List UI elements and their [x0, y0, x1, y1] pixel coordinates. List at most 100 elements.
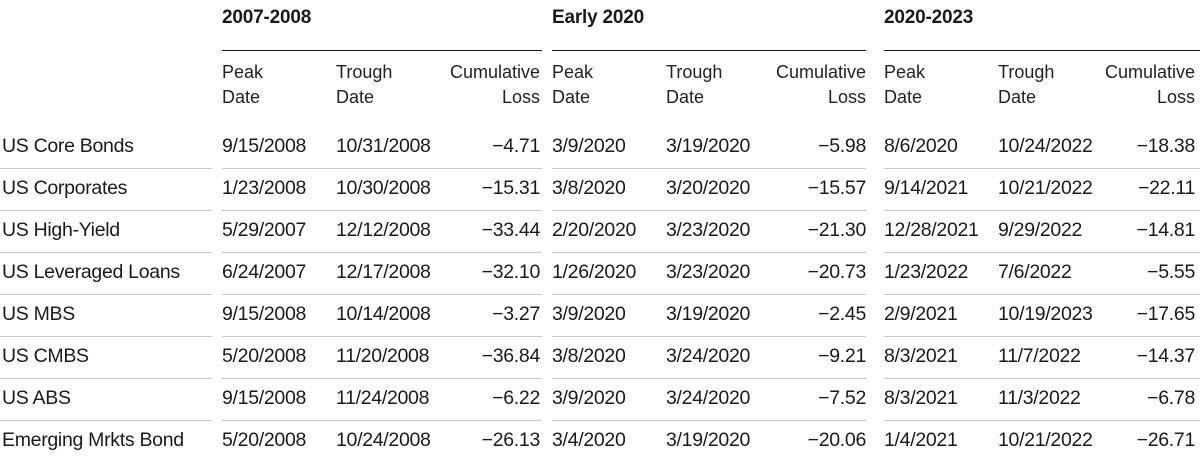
peak-date-cell: 5/29/2007 [222, 219, 307, 241]
trough-date-cell: 3/23/2020 [666, 261, 751, 283]
row-label: US Leveraged Loans [2, 261, 180, 283]
peak-date-cell: 9/15/2008 [222, 387, 307, 409]
trough-date-cell: 10/24/2008 [336, 429, 431, 451]
cumulative-loss-cell: −2.45 [818, 303, 866, 325]
cumulative-loss-cell: −6.78 [1147, 387, 1195, 409]
cumulative-loss-cell: −9.21 [818, 345, 866, 367]
table-row: US Leveraged Loans 6/24/2007 12/17/2008 −32… [0, 253, 1200, 295]
cumulative-loss-cell: −15.31 [481, 177, 541, 199]
row-divider [0, 378, 212, 379]
peak-date-cell: 3/4/2020 [552, 429, 626, 451]
row-label: Emerging Mrkts Bond [2, 429, 184, 451]
trough-date-cell: 3/19/2020 [666, 303, 751, 325]
cumulative-loss-cell: −26.13 [481, 429, 541, 451]
table-row: US Corporates 1/23/2008 10/30/2008 −15.31 3/… [0, 169, 1200, 211]
cumulative-loss-cell: −15.57 [807, 177, 867, 199]
subheader-trough-date: Trough Date [998, 62, 1055, 107]
peak-date-cell: 1/23/2022 [884, 261, 969, 283]
row-divider [0, 168, 212, 169]
peak-date-cell: 3/9/2020 [552, 387, 626, 409]
trough-date-cell: 3/24/2020 [666, 345, 751, 367]
cumulative-loss-cell: −14.37 [1136, 345, 1196, 367]
peak-date-cell: 9/15/2008 [222, 135, 307, 157]
group-header-1: Early 2020 [552, 7, 645, 28]
row-label: US Corporates [2, 177, 128, 199]
peak-date-cell: 3/9/2020 [552, 135, 626, 157]
table-row: US CMBS 5/20/2008 11/20/2008 −36.84 3/8/2020… [0, 337, 1200, 379]
trough-date-cell: 10/30/2008 [336, 177, 431, 199]
peak-date-cell: 3/8/2020 [552, 177, 626, 199]
cumulative-loss-cell: −7.52 [818, 387, 866, 409]
group-rule-0 [222, 50, 542, 51]
peak-date-cell: 1/26/2020 [552, 261, 637, 283]
row-divider [0, 336, 212, 337]
table-row: Emerging Mrkts Bond 5/20/2008 10/24/2008 −2… [0, 421, 1200, 463]
peak-date-cell: 2/9/2021 [884, 303, 958, 325]
table-row: US ABS 9/15/2008 11/24/2008 −6.22 3/9/2020 3/… [0, 379, 1200, 421]
peak-date-cell: 12/28/2021 [884, 219, 979, 241]
peak-date-cell: 3/8/2020 [552, 345, 626, 367]
cumulative-loss-cell: −4.71 [492, 135, 540, 157]
cumulative-loss-cell: −5.55 [1147, 261, 1195, 283]
trough-date-cell: 11/7/2022 [998, 345, 1081, 367]
cumulative-loss-cell: −6.22 [492, 387, 540, 409]
row-divider [884, 378, 1200, 379]
row-label: US Core Bonds [2, 135, 134, 157]
row-label: US ABS [2, 387, 71, 409]
row-divider [552, 210, 866, 211]
subheader-peak-date: Peak Date [222, 62, 264, 107]
peak-date-cell: 3/9/2020 [552, 303, 626, 325]
row-divider [552, 168, 866, 169]
trough-date-cell: 3/19/2020 [666, 429, 751, 451]
subheader-cumulative-loss: Cumulative Loss [775, 62, 866, 107]
row-divider [222, 378, 542, 379]
group-header-0: 2007-2008 [222, 7, 312, 28]
row-divider [222, 420, 542, 421]
trough-date-cell: 10/21/2022 [998, 429, 1093, 451]
row-divider [0, 252, 212, 253]
trough-date-cell: 3/23/2020 [666, 219, 751, 241]
group-header-2: 2020-2023 [884, 7, 974, 28]
row-label: US MBS [2, 303, 75, 325]
subheader-cumulative-loss: Cumulative Loss [449, 62, 540, 107]
row-divider [222, 336, 542, 337]
cumulative-loss-cell: −17.65 [1136, 303, 1196, 325]
row-divider [884, 168, 1200, 169]
row-divider [884, 210, 1200, 211]
cumulative-loss-cell: −26.71 [1136, 429, 1196, 451]
cumulative-loss-cell: −21.30 [807, 219, 867, 241]
trough-date-cell: 10/14/2008 [336, 303, 431, 325]
cumulative-loss-cell: −33.44 [481, 219, 541, 241]
row-divider [884, 252, 1200, 253]
subheader-trough-date: Trough Date [666, 62, 723, 107]
trough-date-cell: 3/19/2020 [666, 135, 751, 157]
row-divider [0, 294, 212, 295]
row-divider [222, 168, 542, 169]
trough-date-cell: 11/3/2022 [998, 387, 1081, 409]
peak-date-cell: 9/15/2008 [222, 303, 307, 325]
row-divider [884, 294, 1200, 295]
cumulative-loss-cell: −20.06 [807, 429, 867, 451]
row-divider [884, 336, 1200, 337]
group-rule-1 [552, 50, 866, 51]
row-divider [552, 420, 866, 421]
row-divider [552, 294, 866, 295]
trough-date-cell: 10/31/2008 [336, 135, 431, 157]
group-rule-2 [884, 50, 1200, 51]
peak-date-cell: 5/20/2008 [222, 429, 307, 451]
row-divider [552, 252, 866, 253]
peak-date-cell: 6/24/2007 [222, 261, 307, 283]
trough-date-cell: 12/12/2008 [336, 219, 431, 241]
cumulative-loss-cell: −5.98 [818, 135, 866, 157]
trough-date-cell: 3/20/2020 [666, 177, 751, 199]
subheader-cumulative-loss: Cumulative Loss [1104, 62, 1195, 107]
peak-date-cell: 2/20/2020 [552, 219, 637, 241]
cumulative-loss-cell: −22.11 [1138, 177, 1195, 199]
row-label: US CMBS [2, 345, 89, 367]
trough-date-cell: 10/24/2022 [998, 135, 1093, 157]
subheader-peak-date: Peak Date [884, 62, 926, 107]
cumulative-loss-cell: −32.10 [481, 261, 541, 283]
row-divider [0, 420, 212, 421]
cumulative-loss-cell: −20.73 [807, 261, 867, 283]
row-divider [884, 420, 1200, 421]
